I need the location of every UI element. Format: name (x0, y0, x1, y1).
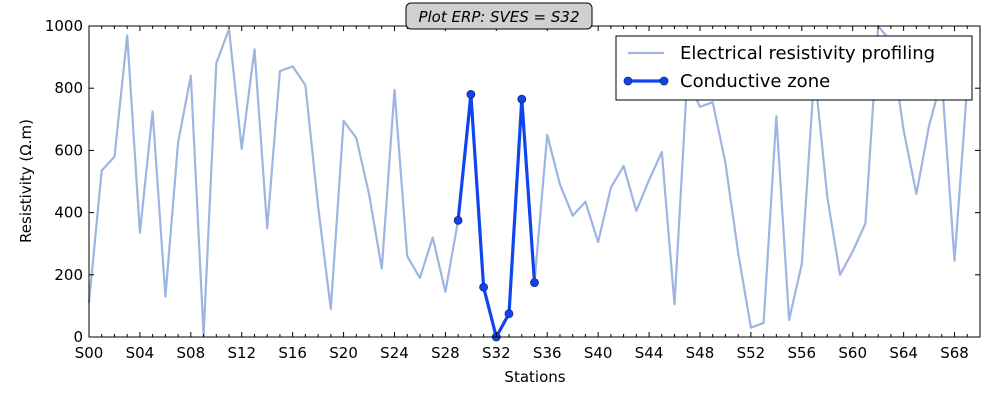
x-tick-label: S32 (482, 344, 511, 362)
axes: 0 200 400 600 800 1000 S00 S04 S08 S12 S16 S20 S24 S2… (45, 17, 981, 362)
y-tick-label: 400 (54, 204, 83, 222)
conductive-zone-point (504, 309, 514, 319)
x-tick-label: S68 (940, 344, 969, 362)
legend-marker (623, 76, 633, 86)
y-tick-label: 200 (54, 266, 83, 284)
conductive-zone-point (530, 278, 539, 288)
conductive-zone-point (453, 215, 463, 225)
legend: Electrical resistivity profiling Conducti… (615, 35, 973, 101)
y-tick-label: 800 (54, 79, 83, 97)
x-tick-label: S20 (329, 344, 358, 362)
y-axis-label: Resistivity (Ω.m) (17, 119, 35, 243)
y-tick-label: 0 (73, 328, 83, 346)
legend-label-conductive-zone: Conductive zone (680, 71, 830, 92)
x-tick-label: S40 (584, 344, 613, 362)
x-tick-label: S00 (75, 344, 104, 362)
x-tick-label: S28 (431, 344, 460, 362)
x-tick-label: S24 (380, 344, 409, 362)
x-tick-label: S08 (177, 344, 206, 362)
x-tick-label: S12 (227, 344, 256, 362)
conductive-zone-point (466, 90, 476, 99)
x-tick-label: S64 (889, 344, 918, 362)
x-tick-label: S44 (635, 344, 664, 362)
chart-title: Plot ERP: SVES = S32 (418, 8, 579, 26)
y-tick-label: 600 (54, 141, 83, 159)
legend-marker (659, 76, 669, 86)
x-tick-label: S36 (533, 344, 562, 362)
x-tick-label: S52 (737, 344, 766, 362)
x-tick-label: S48 (686, 344, 715, 362)
chart-title-box: Plot ERP: SVES = S32 (405, 2, 593, 30)
series-line-conductive-zone (456, 92, 537, 339)
x-tick-label: S16 (278, 344, 307, 362)
x-tick-label: S56 (787, 344, 816, 362)
conductive-zone-point (479, 282, 489, 292)
x-axis-label: Stations (504, 368, 565, 386)
y-tick-label: 1000 (45, 17, 83, 35)
x-tick-label: S04 (126, 344, 155, 362)
title-background (405, 2, 593, 30)
legend-box (615, 35, 973, 101)
x-tick-label: S60 (838, 344, 867, 362)
legend-label-erp: Electrical resistivity profiling (680, 43, 935, 64)
conductive-zone-point (517, 94, 527, 104)
